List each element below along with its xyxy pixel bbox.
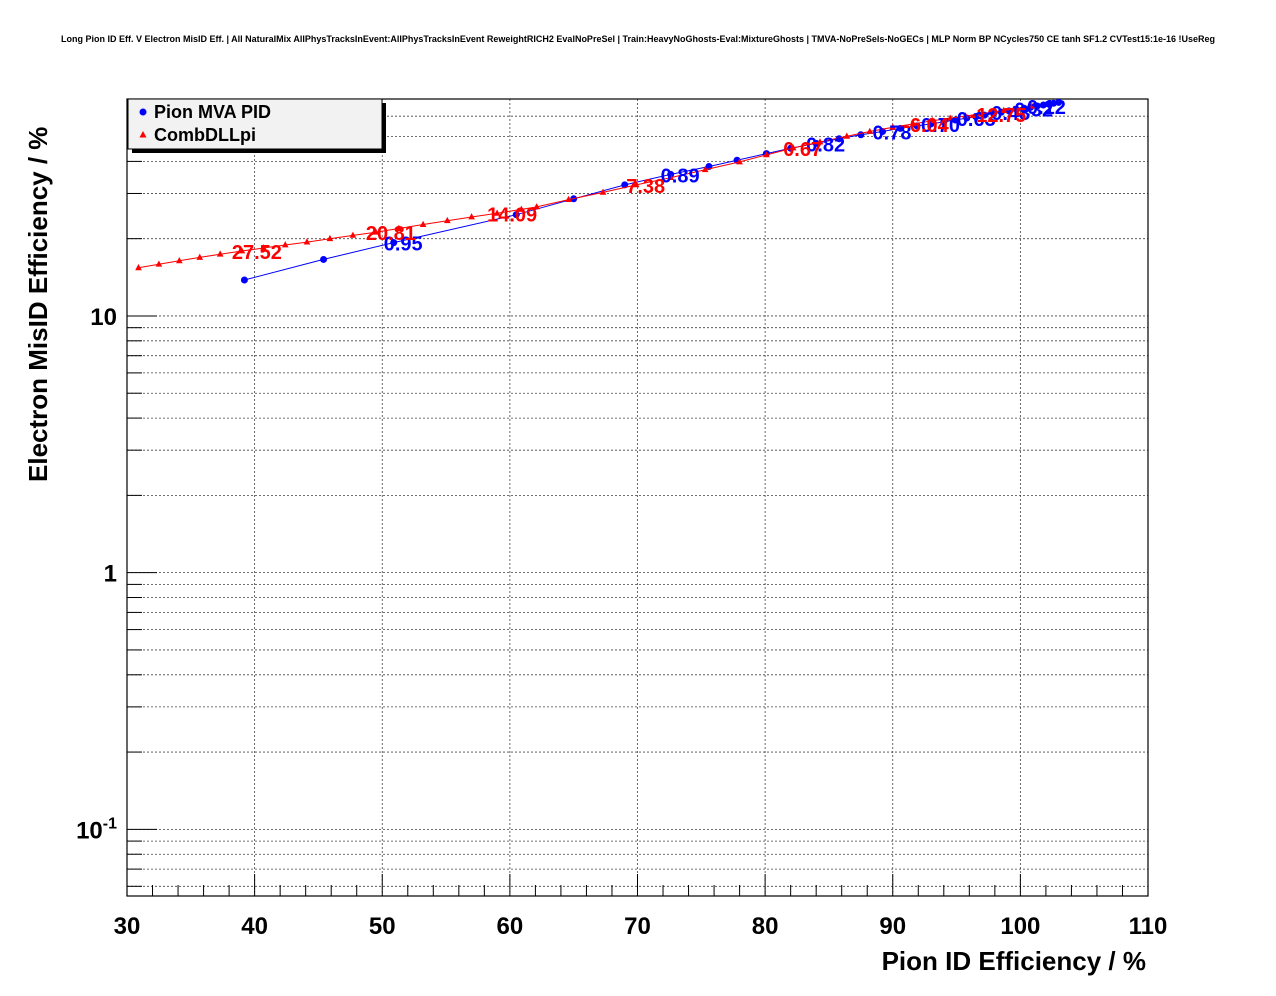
- y-tick-label: 10-1: [76, 815, 117, 844]
- data-point: [1010, 105, 1018, 112]
- data-point: [835, 135, 843, 143]
- data-point: [372, 228, 380, 235]
- series-layer: [135, 98, 1063, 284]
- data-point: [565, 195, 572, 202]
- data-point: [493, 209, 501, 216]
- series-combdllpi: [135, 102, 1036, 271]
- x-tick-label: 80: [752, 913, 779, 940]
- data-label: -6.04: [903, 115, 949, 137]
- data-point: [1033, 102, 1041, 110]
- data-point: [419, 220, 427, 227]
- legend-entry-pion-mva: Pion MVA PID: [139, 102, 271, 122]
- data-label: -12.75: [970, 105, 1027, 127]
- data-label: 0.67: [783, 139, 822, 161]
- x-tick-label: 30: [114, 913, 141, 940]
- chart-title: Long Pion ID Eff. V Electron MisID Eff. …: [61, 34, 1215, 44]
- data-point: [320, 255, 328, 263]
- legend-label-pion-mva: Pion MVA PID: [154, 102, 271, 122]
- data-point: [857, 131, 865, 139]
- data-point: [988, 108, 996, 115]
- data-point: [1028, 102, 1036, 109]
- y-tick-labels: 10-1 1 10: [76, 304, 117, 844]
- y-tick-label: 1: [104, 561, 117, 588]
- data-point: [533, 203, 540, 210]
- data-point: [512, 211, 520, 219]
- y-axis-label: Electron MisID Efficiency / %: [23, 127, 53, 482]
- data-point: [976, 110, 983, 117]
- data-label: 0.63: [957, 109, 996, 131]
- legend-marker-triangle: [139, 131, 147, 138]
- data-point: [940, 118, 948, 126]
- data-point: [281, 241, 289, 248]
- x-tick-label: 110: [1129, 913, 1168, 940]
- data-point: [701, 165, 709, 173]
- data-label: 0.48: [991, 103, 1030, 125]
- x-axis-label: Pion ID Efficiency / %: [882, 946, 1146, 976]
- data-point: [176, 256, 183, 264]
- data-point: [349, 231, 357, 238]
- legend: Pion MVA PID CombDLLpi: [127, 98, 386, 153]
- data-label: 0.95: [384, 234, 423, 256]
- data-label: 0.32: [1014, 99, 1053, 121]
- data-point: [946, 114, 954, 121]
- data-point: [632, 181, 640, 188]
- data-label: 0.70: [921, 115, 960, 137]
- data-point: [962, 112, 969, 119]
- x-tick-labels: 30 40 50 60 70 80 90 100 110: [114, 913, 1168, 940]
- data-point: [1000, 106, 1008, 113]
- data-point: [1055, 98, 1063, 106]
- x-tick-label: 90: [879, 913, 906, 940]
- data-point: [216, 250, 224, 257]
- legend-box: [127, 98, 383, 150]
- y-tick-label: 10: [90, 304, 117, 331]
- data-label: 14.09: [487, 204, 537, 226]
- grid: [126, 98, 1149, 896]
- data-point: [1019, 103, 1027, 111]
- data-point: [303, 238, 311, 245]
- data-point: [240, 276, 248, 284]
- data-point: [444, 216, 451, 224]
- data-point: [599, 188, 607, 195]
- data-point: [518, 205, 525, 212]
- x-tick-label: 40: [241, 913, 268, 940]
- data-point: [929, 116, 936, 124]
- data-point: [667, 173, 674, 180]
- data-point: [238, 247, 246, 254]
- data-point: [812, 139, 820, 147]
- data-point: [260, 244, 267, 251]
- legend-marker-circle: [139, 108, 147, 116]
- data-label: 0.89: [661, 165, 700, 187]
- x-tick-label: 100: [1000, 913, 1040, 940]
- data-label: 0.78: [873, 122, 912, 144]
- data-point: [468, 213, 475, 220]
- data-point: [843, 132, 851, 139]
- data-point: [889, 123, 897, 130]
- data-point: [866, 127, 874, 134]
- x-tick-label: 50: [369, 913, 396, 940]
- data-point: [326, 234, 334, 242]
- data-label: 0.82: [806, 134, 845, 156]
- data-label: 20.81: [366, 223, 416, 245]
- data-label: 7.38: [626, 176, 665, 198]
- data-point: [909, 120, 917, 127]
- x-tick-label: 70: [624, 913, 651, 940]
- data-point: [789, 144, 797, 151]
- data-point: [816, 138, 824, 145]
- data-point: [736, 158, 743, 165]
- x-tick-label: 60: [497, 913, 524, 940]
- data-point: [395, 224, 403, 231]
- data-label: 0.12: [1027, 97, 1066, 119]
- data-point: [135, 264, 142, 271]
- data-point: [763, 151, 770, 158]
- data-point: [196, 253, 204, 260]
- data-label: 27.52: [232, 242, 282, 264]
- data-point: [155, 260, 163, 267]
- legend-entry-combdllpi: CombDLLpi: [139, 125, 256, 145]
- data-labels-layer: 0.95 0.89 0.82 0.78 0.700.630.480.320.12 27.5…: [232, 97, 1066, 264]
- legend-label-combdllpi: CombDLLpi: [154, 125, 256, 145]
- data-point: [390, 239, 398, 247]
